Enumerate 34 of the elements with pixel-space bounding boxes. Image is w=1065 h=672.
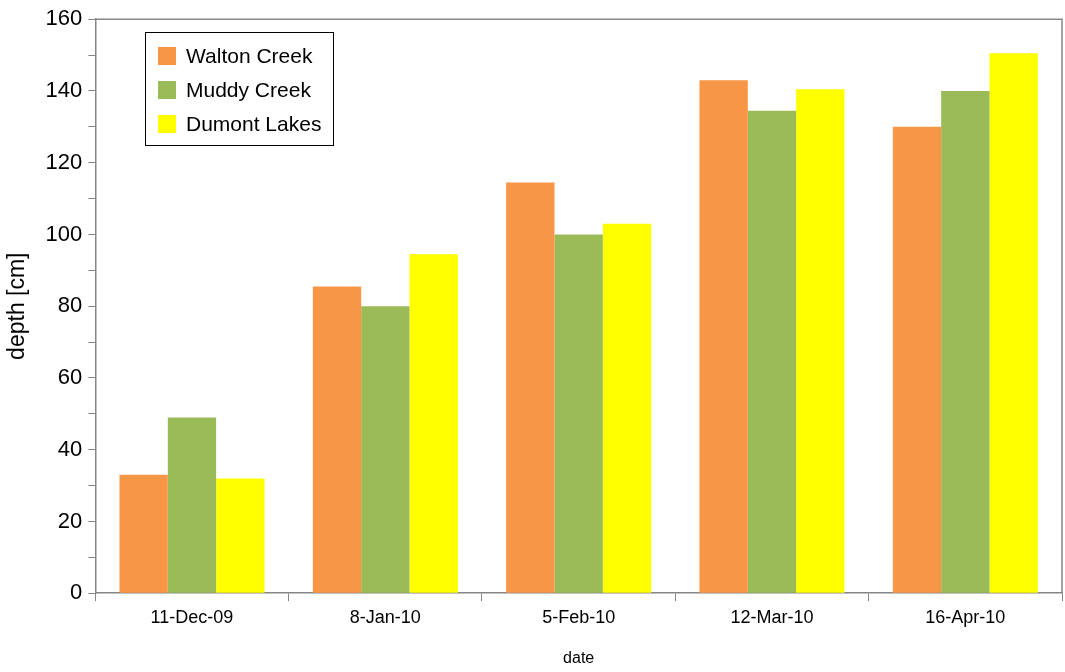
bar bbox=[506, 182, 555, 593]
x-tick-label: 12-Mar-10 bbox=[730, 606, 814, 627]
y-tick-label: 40 bbox=[57, 435, 83, 461]
bar bbox=[216, 478, 265, 593]
bar bbox=[312, 286, 362, 593]
x-tick-label: 11-Dec-09 bbox=[150, 606, 234, 627]
bar bbox=[602, 223, 652, 593]
y-tick-label: 100 bbox=[45, 220, 83, 246]
x-tick-label: 5-Feb-10 bbox=[542, 606, 616, 627]
y-tick-label: 160 bbox=[45, 5, 83, 31]
y-tick-label: 60 bbox=[57, 364, 83, 390]
x-tick-label: 8-Jan-10 bbox=[349, 606, 421, 627]
legend-label: Dumont Lakes bbox=[186, 112, 322, 136]
legend-label: Walton Creek bbox=[186, 44, 313, 68]
bar bbox=[554, 234, 603, 593]
bar bbox=[699, 80, 748, 593]
bar bbox=[892, 126, 942, 593]
y-axis-title: depth [cm] bbox=[3, 252, 30, 360]
bar bbox=[361, 306, 410, 593]
bar bbox=[409, 254, 458, 593]
y-tick-label: 20 bbox=[57, 507, 83, 533]
y-tick-label: 140 bbox=[45, 77, 83, 103]
bar bbox=[747, 110, 797, 593]
bar bbox=[167, 417, 217, 593]
x-axis-title: date bbox=[563, 648, 595, 666]
x-tick-label: 16-Apr-10 bbox=[925, 606, 1006, 627]
y-tick-label: 0 bbox=[70, 579, 83, 605]
bar bbox=[119, 474, 168, 593]
y-tick-label: 80 bbox=[57, 292, 83, 318]
bar bbox=[989, 53, 1038, 593]
bar bbox=[796, 89, 845, 593]
y-tick-label: 120 bbox=[45, 148, 83, 174]
legend-label: Muddy Creek bbox=[186, 78, 311, 102]
bar bbox=[941, 90, 990, 593]
